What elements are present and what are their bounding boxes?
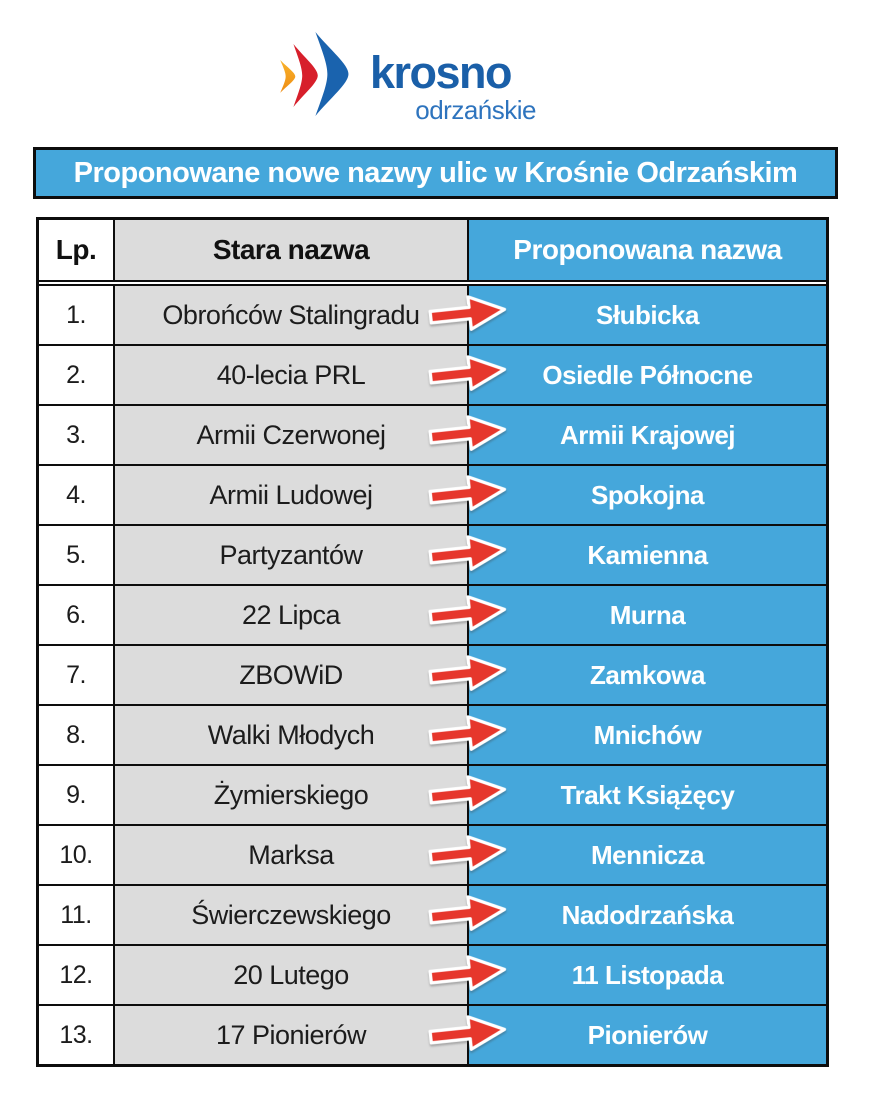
old-name-cell: Obrońców Stalingradu	[115, 286, 467, 344]
logo-text: krosno odrzańskie	[370, 47, 537, 125]
header-separator	[39, 282, 826, 284]
row-number-cell: 2.	[39, 346, 113, 404]
new-name-cell: Osiedle Północne	[428, 346, 826, 404]
logo-subtitle: odrzańskie	[415, 95, 536, 125]
column-header-old-name: Stara nazwa	[115, 220, 467, 280]
old-name-cell: Świerczewskiego	[115, 886, 467, 944]
old-name-cell: 40-lecia PRL	[115, 346, 467, 404]
row-number-cell: 1.	[39, 286, 113, 344]
red-arrow-icon	[428, 475, 507, 511]
new-name-cell: Pionierów	[428, 1006, 826, 1064]
new-name-label: 11 Listopada	[571, 959, 724, 990]
new-name-cell: Kamienna	[428, 526, 826, 584]
red-arrow-icon	[428, 655, 507, 691]
new-name-cell: Mnichów	[428, 706, 826, 764]
new-name-label: Słubicka	[596, 299, 699, 330]
old-name-cell: Armii Ludowej	[115, 466, 467, 524]
new-name-label: Trakt Książęcy	[560, 779, 735, 810]
red-arrow-icon	[428, 415, 507, 451]
logo-chevrons-icon	[280, 32, 349, 116]
new-name-label: Mennicza	[590, 839, 705, 870]
new-name-label: Kamienna	[587, 539, 708, 570]
new-name-cell: 11 Listopada	[428, 946, 826, 1004]
row-number-cell: 3.	[39, 406, 113, 464]
row-number-cell: 4.	[39, 466, 113, 524]
new-name-label: Osiedle Północne	[542, 359, 753, 390]
row-number-cell: 5.	[39, 526, 113, 584]
new-name-label: Murna	[609, 599, 686, 630]
red-arrow-icon	[428, 835, 507, 871]
old-name-cell: Partyzantów	[115, 526, 467, 584]
old-name-cell: 20 Lutego	[115, 946, 467, 1004]
row-number-cell: 7.	[39, 646, 113, 704]
row-number-cell: 11.	[39, 886, 113, 944]
red-arrow-icon	[428, 775, 507, 811]
new-name-label: Armii Krajowej	[559, 419, 736, 450]
title-banner: Proponowane nowe nazwy ulic w Krośnie Od…	[33, 147, 838, 199]
new-name-cell: Słubicka	[428, 286, 826, 344]
row-number-cell: 6.	[39, 586, 113, 644]
new-name-cell: Nadodrzańska	[428, 886, 826, 944]
red-arrow-icon	[428, 355, 507, 391]
new-name-cell: Mennicza	[428, 826, 826, 884]
new-name-label: Mnichów	[593, 719, 702, 750]
krosno-odrzanskie-logo: krosno odrzańskie	[273, 26, 563, 130]
new-name-cell: Armii Krajowej	[428, 406, 826, 464]
new-name-cell: Spokojna	[428, 466, 826, 524]
old-name-cell: Armii Czerwonej	[115, 406, 467, 464]
old-name-cell: Żymierskiego	[115, 766, 467, 824]
red-arrow-icon	[428, 535, 507, 571]
new-name-cell: Trakt Książęcy	[428, 766, 826, 824]
new-name-label: Spokojna	[590, 479, 705, 510]
new-name-label: Nadodrzańska	[561, 899, 734, 930]
row-number-cell: 10.	[39, 826, 113, 884]
red-arrow-icon	[428, 955, 507, 991]
red-arrow-icon	[428, 295, 507, 331]
row-number-cell: 12.	[39, 946, 113, 1004]
old-name-cell: 17 Pionierów	[115, 1006, 467, 1064]
new-name-cell: Murna	[428, 586, 826, 644]
red-arrow-icon	[428, 1015, 507, 1051]
old-name-cell: Walki Młodych	[115, 706, 467, 764]
row-number-cell: 13.	[39, 1006, 113, 1064]
red-arrow-icon	[428, 895, 507, 931]
street-names-table: Lp. Stara nazwa Proponowana nazwa 1. Obro…	[36, 217, 829, 1067]
new-name-label: Pionierów	[587, 1019, 708, 1050]
column-header-proposed-name: Proponowana nazwa	[469, 220, 826, 280]
column-header-lp: Lp.	[39, 220, 113, 280]
row-number-cell: 8.	[39, 706, 113, 764]
page-title: Proponowane nowe nazwy ulic w Krośnie Od…	[73, 156, 798, 189]
old-name-cell: 22 Lipca	[115, 586, 467, 644]
red-arrow-icon	[428, 715, 507, 751]
new-name-cell: Zamkowa	[428, 646, 826, 704]
row-number-cell: 9.	[39, 766, 113, 824]
logo-title: krosno	[370, 47, 513, 98]
old-name-cell: ZBOWiD	[115, 646, 467, 704]
new-name-label: Zamkowa	[590, 659, 706, 690]
red-arrow-icon	[428, 595, 507, 631]
old-name-cell: Marksa	[115, 826, 467, 884]
